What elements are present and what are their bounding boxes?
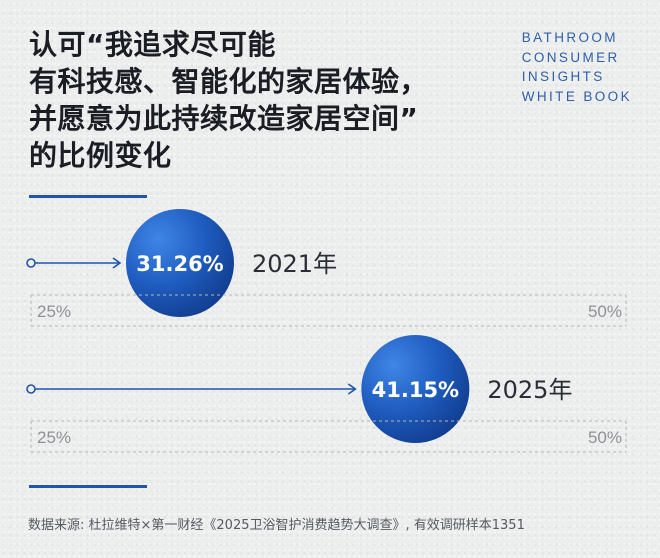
arrow-start-dot [26,384,36,394]
bottom-accent-rule [29,485,147,488]
title-line-4: 的比例变化 [29,139,172,172]
title-line-1: 认可“我追求尽可能 [29,28,276,61]
data-bubble [361,335,470,443]
brand-line-2: CONSUMER [521,49,620,65]
page-title: 认可“我追求尽可能 有科技感、智能化的家居体验， 并愿意为此持续改造家居空间” … [29,26,428,174]
title-line-2: 有科技感、智能化的家居体验， [29,65,429,98]
tick-label: 25% [37,302,71,321]
data-bubble [125,209,234,317]
arrow-start-dot [26,258,36,268]
arrow-head [347,383,357,395]
brand-line-3: INSIGHTS [521,69,605,84]
title-line-3: 并愿意为此持续改造家居空间” [29,102,419,135]
brand-block: BATHROOM CONSUMER INSIGHTS WHITE BOOK [522,28,632,106]
brand-line-1: BATHROOM [521,30,618,45]
category-label: 2021年 [252,250,337,278]
tick-label: 25% [37,428,71,447]
tick-label: 50% [588,428,622,447]
tick-label: 50% [588,302,622,321]
arrow-head [112,257,122,269]
top-accent-rule [29,195,147,198]
data-label: 31.26% [136,252,223,276]
category-label: 2025年 [487,376,572,404]
source-note: 数据来源: 杜拉维特×第一财经《2025卫浴智护消费趋势大调查》, 有效调研样本… [28,518,525,533]
data-label: 41.15% [372,378,459,402]
brand-line-4: WHITE BOOK [521,88,632,104]
